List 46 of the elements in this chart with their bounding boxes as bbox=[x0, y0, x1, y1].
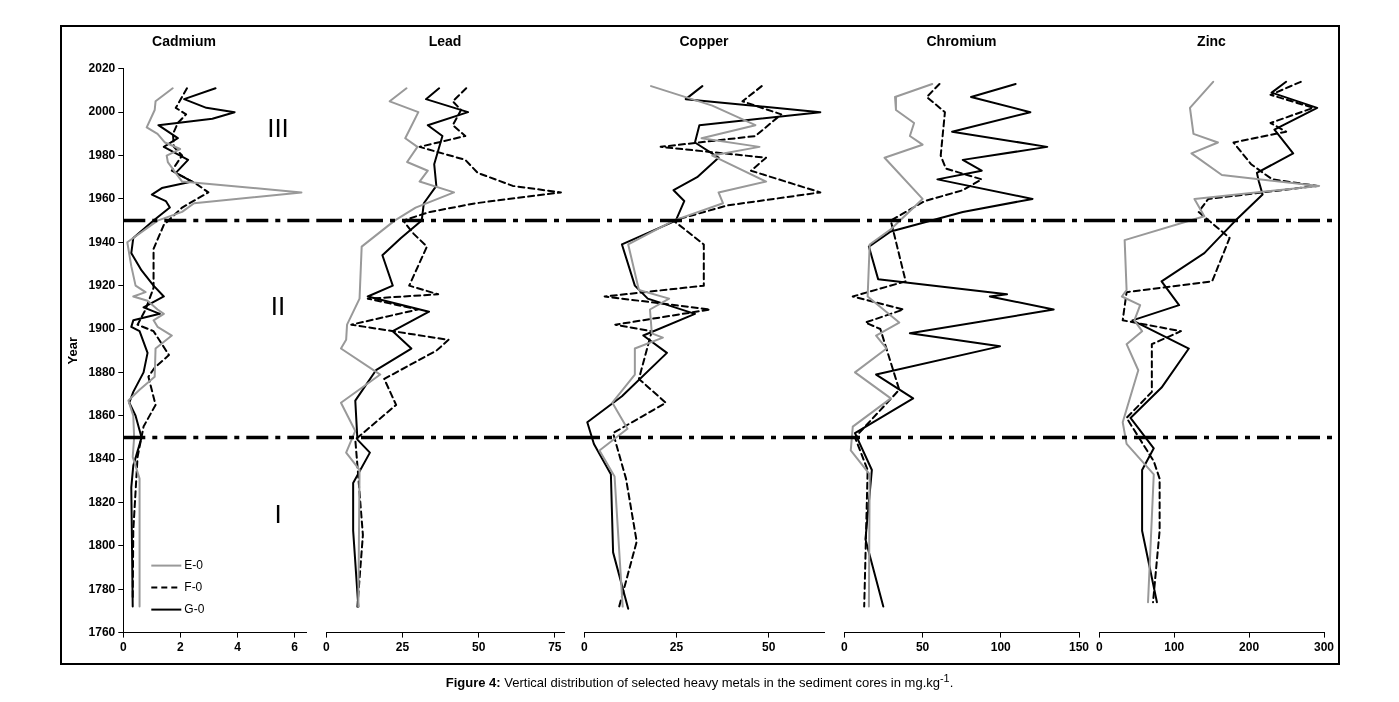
annotation: I bbox=[274, 498, 282, 529]
y-tick-label: 1760 bbox=[88, 624, 116, 639]
x-tick-label: 0 bbox=[580, 640, 588, 655]
chart-title: Cadmium bbox=[152, 33, 216, 50]
x-tick-label: 50 bbox=[915, 640, 930, 655]
x-tick-label: 50 bbox=[472, 640, 486, 655]
x-tick-label: 50 bbox=[762, 640, 776, 655]
chart-title: Copper bbox=[679, 33, 730, 50]
y-tick-label: 1880 bbox=[88, 364, 116, 379]
legend-label: E-0 bbox=[184, 557, 204, 572]
x-tick-label: 25 bbox=[395, 640, 410, 655]
x-tick-label: 0 bbox=[840, 640, 848, 655]
annotation: II bbox=[270, 290, 286, 321]
x-tick-label: 0 bbox=[119, 640, 127, 655]
y-tick-label: 1860 bbox=[88, 408, 116, 423]
y-tick-label: 1840 bbox=[88, 451, 116, 466]
x-tick-label: 25 bbox=[669, 640, 684, 655]
y-tick-label: 1940 bbox=[88, 234, 116, 249]
x-tick-label: 0 bbox=[322, 640, 330, 655]
y-tick-label: 2000 bbox=[88, 104, 116, 119]
y-tick-label: 1980 bbox=[88, 147, 116, 162]
x-tick-label: 100 bbox=[990, 640, 1012, 655]
y-tick-label: 1800 bbox=[88, 538, 116, 553]
caption: Figure 4: Vertical distribution of selected heavy metals in the sediment cores in mg.kg$^{-1}$. bbox=[445, 672, 954, 691]
x-tick-label: 4 bbox=[234, 640, 242, 655]
chart-title: Zinc bbox=[1197, 33, 1227, 50]
y-tick-label: 2020 bbox=[88, 61, 116, 76]
y-tick-label: 1780 bbox=[88, 581, 116, 596]
x-tick-label: 100 bbox=[1164, 640, 1185, 655]
y-axis-title: Year bbox=[65, 336, 81, 365]
y-tick-label: 1920 bbox=[88, 277, 116, 292]
x-tick-label: 200 bbox=[1239, 640, 1260, 655]
legend-label: G-0 bbox=[184, 601, 205, 616]
x-tick-label: 6 bbox=[291, 640, 299, 655]
legend-label: F-0 bbox=[184, 579, 203, 594]
x-tick-label: 2 bbox=[177, 640, 185, 655]
annotation: III bbox=[267, 112, 289, 143]
chart-title: Chromium bbox=[926, 33, 997, 50]
x-tick-label: 0 bbox=[1095, 640, 1103, 655]
x-tick-label: 150 bbox=[1068, 640, 1090, 655]
x-tick-label: 75 bbox=[548, 640, 562, 655]
x-tick-label: 300 bbox=[1313, 640, 1335, 655]
y-tick-label: 1960 bbox=[88, 191, 116, 206]
chart-title: Lead bbox=[428, 33, 462, 50]
y-tick-label: 1820 bbox=[88, 494, 116, 509]
y-tick-label: 1900 bbox=[88, 321, 116, 336]
